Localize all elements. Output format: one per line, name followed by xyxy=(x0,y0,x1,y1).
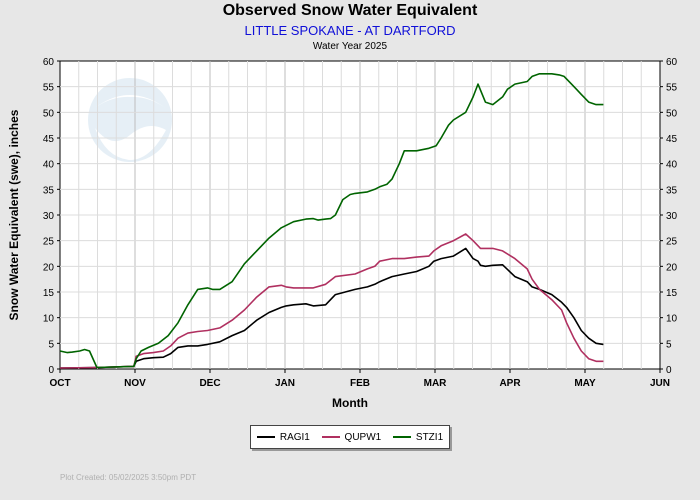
legend-item-ragi1: RAGI1 xyxy=(256,431,310,443)
x-tick-label: MAR xyxy=(424,378,448,389)
chart-subtitle: LITTLE SPOKANE - AT DARTFORD xyxy=(244,23,456,38)
legend-swatch-stzi1 xyxy=(392,436,411,438)
y-tick-label-left: 55 xyxy=(43,83,55,94)
grid-lines xyxy=(60,61,660,369)
y-tick-label-left: 35 xyxy=(43,185,55,196)
y-tick-label-left: 10 xyxy=(43,314,55,325)
x-tick-label: JAN xyxy=(275,378,295,389)
legend-item-qupw1: QUPW1 xyxy=(321,431,382,443)
y-tick-label-right: 0 xyxy=(666,365,672,376)
y-tick-label-right: 35 xyxy=(666,185,678,196)
y-tick-label-right: 5 xyxy=(666,339,672,350)
y-tick-label-right: 15 xyxy=(666,288,678,299)
y-tick-label-right: 25 xyxy=(666,237,678,248)
legend-label-ragi1: RAGI1 xyxy=(279,431,310,443)
x-tick-label: JUN xyxy=(650,378,670,389)
x-tick-label: OCT xyxy=(49,378,70,389)
y-tick-label-right: 10 xyxy=(666,314,678,325)
chart-subtitle-water-year: Water Year 2025 xyxy=(312,41,388,52)
y-tick-label-left: 40 xyxy=(43,160,55,171)
y-tick-label-left: 15 xyxy=(43,288,55,299)
y-tick-label-left: 30 xyxy=(43,211,55,222)
series-line-stzi1 xyxy=(59,73,604,369)
plot-created-note: Plot Created: 05/02/2025 3:50pm PDT xyxy=(60,473,197,482)
y-tick-label-left: 25 xyxy=(43,237,55,248)
legend-label-qupw1: QUPW1 xyxy=(344,431,382,443)
legend-item-stzi1: STZI1 xyxy=(392,431,444,443)
y-tick-label-left: 50 xyxy=(43,108,55,119)
y-tick-label-right: 55 xyxy=(666,83,678,94)
x-tick-label: FEB xyxy=(350,378,370,389)
y-tick-label-right: 50 xyxy=(666,108,678,119)
legend-swatch-ragi1 xyxy=(256,436,275,438)
x-tick-label: NOV xyxy=(124,378,146,389)
x-tick-label: APR xyxy=(499,378,521,389)
x-tick-label: DEC xyxy=(199,378,220,389)
y-tick-label-right: 45 xyxy=(666,134,678,145)
noaa-logo xyxy=(88,78,172,162)
chart-title: Observed Snow Water Equivalent xyxy=(222,2,478,19)
y-tick-label-left: 20 xyxy=(43,262,55,273)
legend: RAGI1 QUPW1 STZI1 xyxy=(250,425,450,449)
legend-label-stzi1: STZI1 xyxy=(415,431,444,443)
y-tick-label-left: 5 xyxy=(48,339,54,350)
series-line-ragi1 xyxy=(59,247,604,369)
y-tick-label-right: 20 xyxy=(666,262,678,273)
y-tick-label-right: 60 xyxy=(666,57,678,68)
legend-swatch-qupw1 xyxy=(321,436,340,438)
y-tick-label-left: 0 xyxy=(48,365,54,376)
y-tick-label-left: 45 xyxy=(43,134,55,145)
x-axis-label: Month xyxy=(332,396,368,410)
y-axis-label: Snow Water Equivalent (swe), inches xyxy=(7,109,21,321)
y-tick-label-right: 40 xyxy=(666,160,678,171)
y-tick-label-right: 30 xyxy=(666,211,678,222)
x-tick-label: MAY xyxy=(574,378,596,389)
series-layer xyxy=(59,73,604,369)
series-line-qupw1 xyxy=(59,233,604,369)
y-tick-label-left: 60 xyxy=(43,57,55,68)
